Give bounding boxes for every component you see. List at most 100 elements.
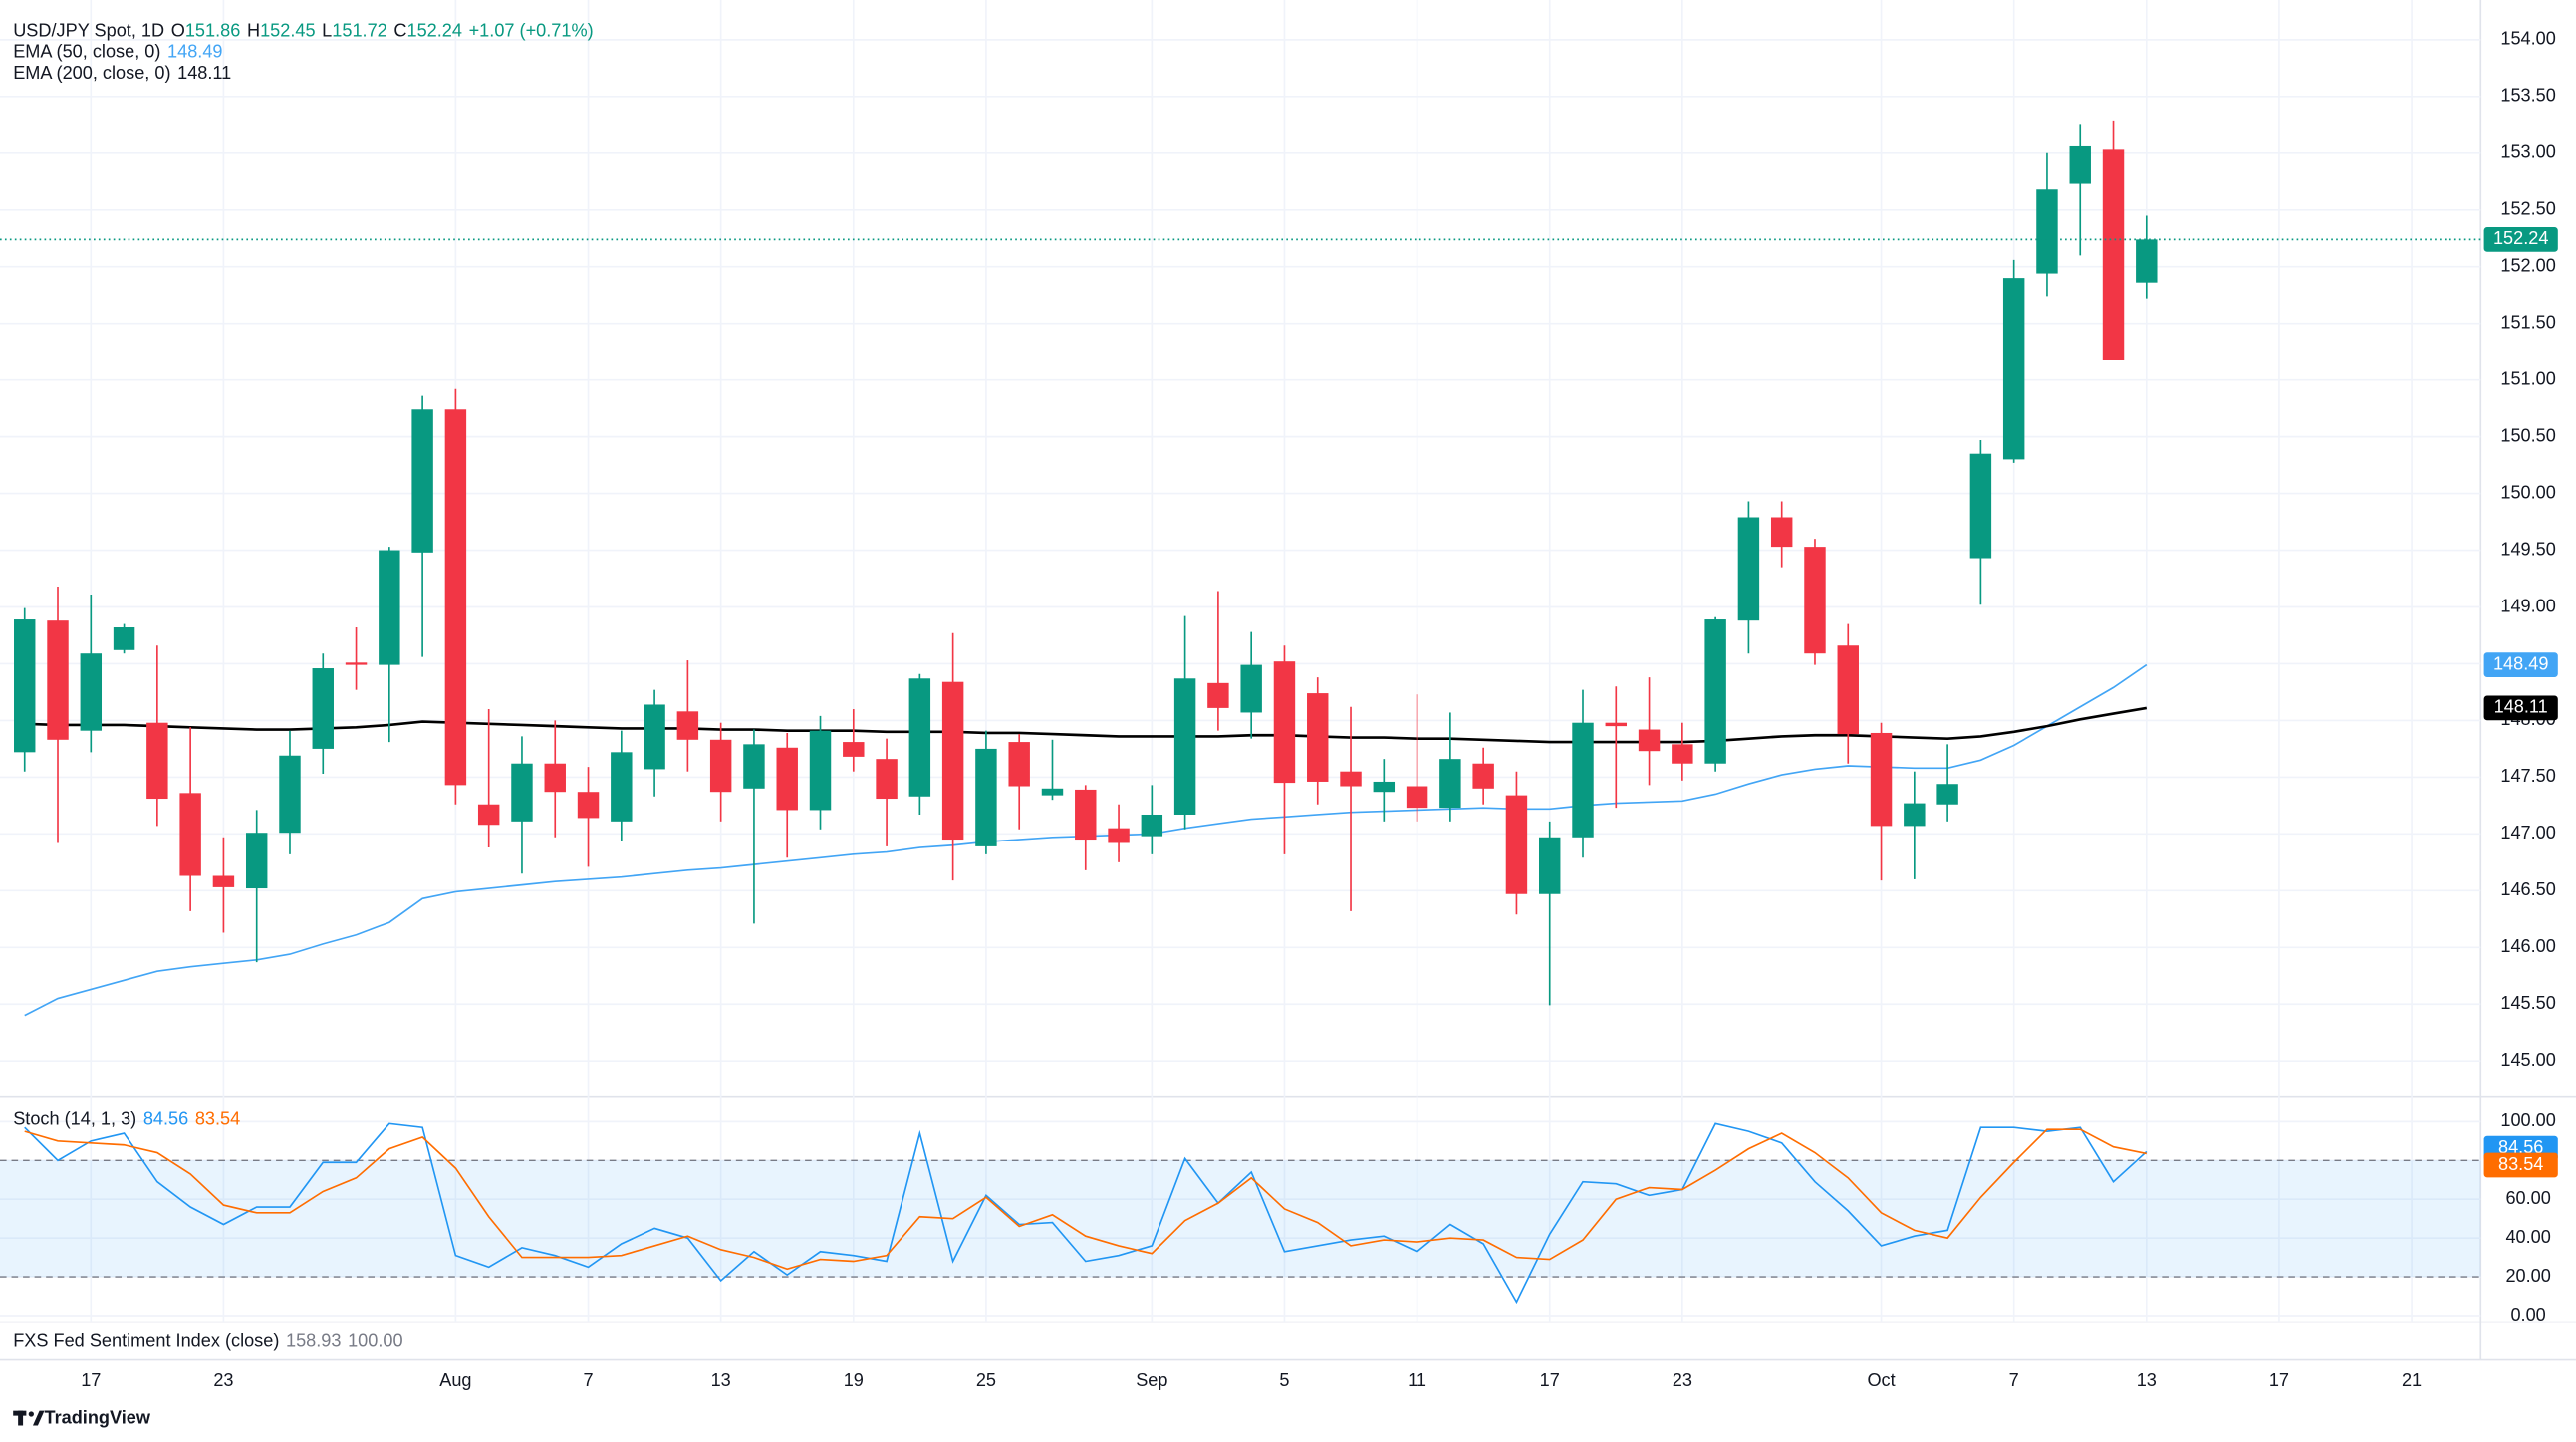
y-tick-label: 152.50 bbox=[2500, 199, 2555, 219]
indicator-value: 148.49 bbox=[167, 42, 223, 63]
x-tick-label: 23 bbox=[1673, 1370, 1692, 1390]
x-tick-label: 11 bbox=[1408, 1370, 1426, 1390]
x-tick-label: Aug bbox=[439, 1370, 471, 1390]
candle-body bbox=[411, 409, 433, 553]
price-tag bbox=[2483, 695, 2558, 721]
price-tag-label: 148.49 bbox=[2493, 653, 2548, 673]
candle-body bbox=[1240, 664, 1262, 713]
x-tick-label: Sep bbox=[1136, 1370, 1167, 1390]
candle-body bbox=[676, 711, 699, 740]
x-tick-label: Oct bbox=[1867, 1370, 1895, 1390]
candle bbox=[2036, 152, 2058, 297]
candle bbox=[809, 715, 832, 830]
symbol-title[interactable]: USD/JPY Spot, 1D bbox=[13, 21, 165, 42]
candle bbox=[245, 810, 268, 963]
price-tag-label: 152.24 bbox=[2493, 228, 2548, 248]
x-tick-label: 7 bbox=[2009, 1370, 2019, 1390]
price-tag-label: 83.54 bbox=[2498, 1154, 2543, 1174]
y-tick-label: 0.00 bbox=[2510, 1305, 2545, 1324]
x-tick-label: 17 bbox=[2269, 1370, 2289, 1390]
candle bbox=[113, 623, 135, 654]
brand-name: TradingView bbox=[45, 1408, 151, 1428]
candle-body bbox=[1704, 619, 1726, 764]
candle bbox=[941, 632, 964, 881]
y-tick-label: 146.00 bbox=[2500, 936, 2555, 956]
candle-body bbox=[477, 804, 500, 826]
candle bbox=[1141, 785, 1163, 854]
candle bbox=[1737, 501, 1760, 654]
candle bbox=[1273, 645, 1296, 854]
candle bbox=[1173, 615, 1196, 830]
candle bbox=[80, 594, 103, 753]
overlay-legend: EMA (50, close, 0) 148.49 bbox=[13, 43, 222, 63]
candle bbox=[1075, 785, 1097, 870]
overlay-legend: EMA (200, close, 0) 148.11 bbox=[13, 64, 231, 84]
y-tick-label: 60.00 bbox=[2505, 1188, 2550, 1208]
ohlc-item: C152.24 bbox=[393, 21, 462, 41]
ohlc-values: O151.86 H152.45 L151.72 C152.24 bbox=[171, 21, 462, 41]
candle bbox=[477, 709, 500, 848]
candle bbox=[511, 736, 533, 874]
candle-body bbox=[379, 550, 400, 665]
candle bbox=[279, 730, 301, 854]
y-tick-label: 154.00 bbox=[2500, 29, 2555, 49]
candle bbox=[544, 720, 566, 838]
candle-body bbox=[876, 759, 898, 800]
candle-body bbox=[511, 763, 533, 822]
candle-body bbox=[1472, 763, 1494, 789]
candle bbox=[676, 660, 699, 772]
candle-body bbox=[1373, 781, 1396, 793]
y-tick-label: 147.50 bbox=[2500, 766, 2555, 786]
candle-body bbox=[345, 662, 368, 665]
indicator-name[interactable]: FXS Fed Sentiment Index (close) bbox=[13, 1331, 280, 1352]
candle-body bbox=[941, 681, 964, 841]
ohlc-item: O151.86 bbox=[171, 21, 241, 41]
candle-body bbox=[47, 620, 69, 740]
candle bbox=[212, 837, 235, 933]
candle-body bbox=[1572, 722, 1594, 838]
ohlc-item: L151.72 bbox=[322, 21, 387, 41]
y-tick-label: 153.00 bbox=[2500, 142, 2555, 162]
candle bbox=[1505, 771, 1528, 915]
indicator-name[interactable]: Stoch (14, 1, 3) bbox=[13, 1109, 137, 1130]
ohlc-value: 152.45 bbox=[260, 21, 316, 42]
candle-body bbox=[2136, 239, 2158, 283]
candle bbox=[843, 709, 865, 772]
indicator-name[interactable]: EMA (50, close, 0) bbox=[13, 42, 161, 63]
y-tick-label: 146.50 bbox=[2500, 879, 2555, 899]
y-tick-label: 152.00 bbox=[2500, 256, 2555, 276]
price-tag bbox=[2483, 1152, 2558, 1178]
candle bbox=[1837, 623, 1859, 764]
candle-body bbox=[1141, 814, 1163, 837]
candle bbox=[1870, 722, 1893, 881]
ema-line bbox=[24, 706, 2148, 744]
candle bbox=[312, 653, 334, 774]
candle bbox=[1672, 722, 1693, 781]
candle bbox=[2136, 215, 2158, 299]
candle bbox=[146, 645, 168, 827]
logo-shape bbox=[18, 1410, 24, 1426]
candle bbox=[444, 388, 467, 805]
candle bbox=[1008, 734, 1030, 830]
stoch-line bbox=[24, 1122, 2148, 1305]
candle bbox=[345, 627, 368, 690]
candle bbox=[776, 732, 798, 858]
x-tick-label: 17 bbox=[81, 1370, 101, 1390]
candle bbox=[1373, 759, 1396, 822]
candle bbox=[379, 547, 400, 743]
candle bbox=[611, 730, 633, 841]
x-tick-label: 19 bbox=[844, 1370, 864, 1390]
price-tag-label: 148.11 bbox=[2494, 697, 2548, 717]
candle bbox=[1340, 706, 1362, 911]
indicator-name[interactable]: EMA (200, close, 0) bbox=[13, 64, 171, 85]
brand-logo[interactable]: TradingView bbox=[13, 1408, 151, 1428]
candle bbox=[975, 730, 997, 854]
price-tag bbox=[2483, 227, 2558, 252]
candle-body bbox=[2002, 278, 2025, 460]
candle-body bbox=[644, 704, 665, 770]
candle-body bbox=[1108, 828, 1130, 843]
candle bbox=[1572, 689, 1594, 858]
y-tick-label: 145.00 bbox=[2500, 1050, 2555, 1070]
y-tick-label: 145.50 bbox=[2500, 993, 2555, 1013]
candle bbox=[1439, 712, 1461, 822]
